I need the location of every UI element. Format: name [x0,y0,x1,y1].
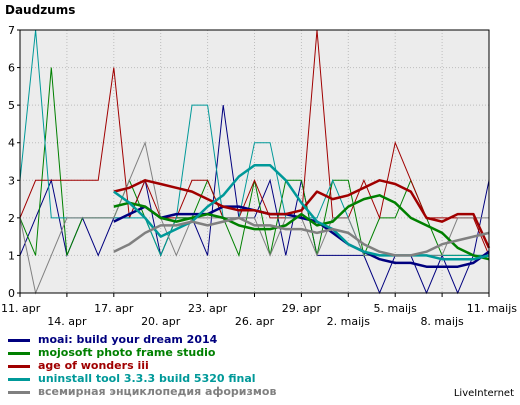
y-tick-label: 4 [8,137,15,150]
x-tick-label: 29. apr [282,302,322,315]
x-tick-label: 17. apr [94,302,134,315]
series-trend-line [113,194,490,261]
x-axis: 11. apr 14. apr 17. apr 20. apr 23. apr 26. a… [1,293,517,328]
legend-label: age of wonders iii [38,359,149,372]
x-tick-label: 26. apr [235,315,275,328]
series-trend-line [113,179,491,249]
legend-swatch [8,365,30,368]
y-tick-label: 5 [8,99,15,112]
y-tick-label: 1 [8,249,15,262]
y-tick-label: 7 [8,24,15,37]
y-tick-label: 0 [8,287,15,300]
legend-swatch [8,391,30,394]
legend-label: moai: build your dream 2014 [38,333,218,346]
series-trend-line [113,205,490,268]
legend-swatch [8,339,30,342]
branding-text: LiveInternet [453,388,514,399]
legend-swatch [8,378,30,381]
x-tick-label: 2. maijs [327,315,371,328]
x-tick-label: 20. apr [141,315,181,328]
series-trend-line [113,216,490,257]
x-tick-label: 23. apr [188,302,228,315]
x-tick-label: 11. maijs [467,302,518,315]
x-tick-label: 8. maijs [420,315,464,328]
legend-label: всемирная энциклопедия афоризмов [38,385,277,398]
series-line [19,29,490,256]
legend-label: mojosoft photo frame studio [38,346,216,359]
y-tick-label: 3 [8,174,15,187]
x-tick-label: 14. apr [47,315,87,328]
series-layer [19,29,491,295]
y-tick-label: 6 [8,62,15,75]
legend-swatch [8,352,30,355]
y-axis-label: Daudzums [5,3,76,17]
series-trend-line [113,164,490,261]
x-tick-label: 11. apr [1,302,41,315]
x-tick-label: 5. maijs [374,302,418,315]
legend-label: uninstall tool 3.3.3 build 5320 final [38,372,256,385]
y-tick-label: 2 [8,212,15,225]
y-axis: 0 1 2 3 4 5 6 7 [8,24,20,300]
